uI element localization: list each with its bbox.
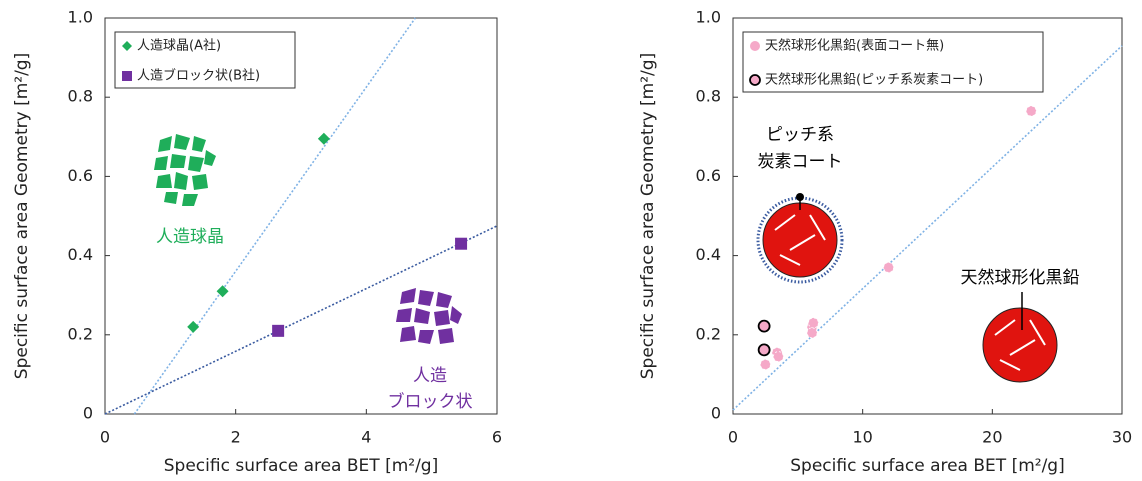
annotation: 人造球晶 <box>156 227 224 247</box>
x-tick-label: 20 <box>982 428 1002 447</box>
legend-swatch <box>749 74 761 86</box>
coating <box>756 196 844 284</box>
plot-frame <box>104 17 498 415</box>
annotation: 炭素コート <box>758 152 843 172</box>
trend-line <box>104 225 498 415</box>
legend-label: 天然球形化黒鉛(表面コート無) <box>765 38 944 54</box>
point <box>216 285 229 298</box>
y-tick-label: 0.2 <box>68 324 93 343</box>
annotation: 人造 <box>413 366 447 386</box>
legend-swatch <box>750 41 760 51</box>
point <box>757 343 771 357</box>
y-tick-label: 0.6 <box>68 166 93 185</box>
x-tick-label: 30 <box>1112 428 1132 447</box>
legend-swatch <box>122 41 132 51</box>
x-tick-label: 6 <box>492 428 502 447</box>
x-axis-label: Specific surface area BET [m²/g] <box>164 456 438 476</box>
point <box>187 320 200 333</box>
point <box>772 351 784 362</box>
y-axis-label: Specific surface area Geometry [m²/g] <box>638 53 658 379</box>
y-tick-label: 0.4 <box>696 245 721 264</box>
legend-label: 天然球形化黒鉛(ピッチ系炭素コート) <box>765 72 983 88</box>
y-tick-label: 1.0 <box>68 8 93 27</box>
y-tick-label: 0.8 <box>68 87 93 106</box>
y-tick-label: 0.4 <box>68 245 93 264</box>
x-tick-label: 10 <box>852 428 872 447</box>
legend-box <box>114 31 296 89</box>
legend-box <box>742 31 1044 93</box>
y-tick-label: 0 <box>711 404 721 423</box>
coated-particle <box>762 202 838 278</box>
point <box>1025 105 1037 117</box>
trend-line <box>133 17 416 415</box>
legend-label: 人造ブロック状(B社) <box>137 68 260 84</box>
x-axis-label: Specific surface area BET [m²/g] <box>790 456 1064 476</box>
annotation: ブロック状 <box>388 391 473 412</box>
y-axis-label: Specific surface area Geometry [m²/g] <box>12 53 32 379</box>
x-tick-label: 0 <box>100 428 110 447</box>
legend-label: 人造球晶(A社) <box>137 38 221 54</box>
purple-particles <box>396 288 462 344</box>
y-tick-label: 0.6 <box>696 166 721 185</box>
annotation: 天然球形化黒鉛 <box>961 268 1080 288</box>
particle-detail <box>774 214 826 266</box>
plot-frame <box>732 17 1123 415</box>
y-tick-label: 0.8 <box>696 87 721 106</box>
particle-detail <box>994 319 1046 371</box>
natural-particle <box>982 307 1058 383</box>
point <box>760 359 771 370</box>
illustrations <box>154 134 1058 383</box>
green-particles <box>154 134 216 206</box>
point <box>883 262 894 273</box>
point <box>757 319 771 333</box>
point <box>807 317 819 329</box>
y-tick-label: 0 <box>83 404 93 423</box>
legend-swatch <box>122 71 132 81</box>
trend-line <box>732 45 1123 411</box>
point <box>455 237 468 250</box>
point <box>272 324 285 337</box>
point <box>317 132 330 145</box>
x-tick-label: 2 <box>231 428 241 447</box>
y-tick-label: 1.0 <box>696 8 721 27</box>
leader-dot <box>796 193 804 201</box>
x-tick-label: 4 <box>361 428 371 447</box>
y-tick-label: 0.2 <box>696 324 721 343</box>
annotation: ピッチ系 <box>766 125 834 145</box>
x-tick-label: 0 <box>728 428 738 447</box>
point <box>806 327 818 339</box>
